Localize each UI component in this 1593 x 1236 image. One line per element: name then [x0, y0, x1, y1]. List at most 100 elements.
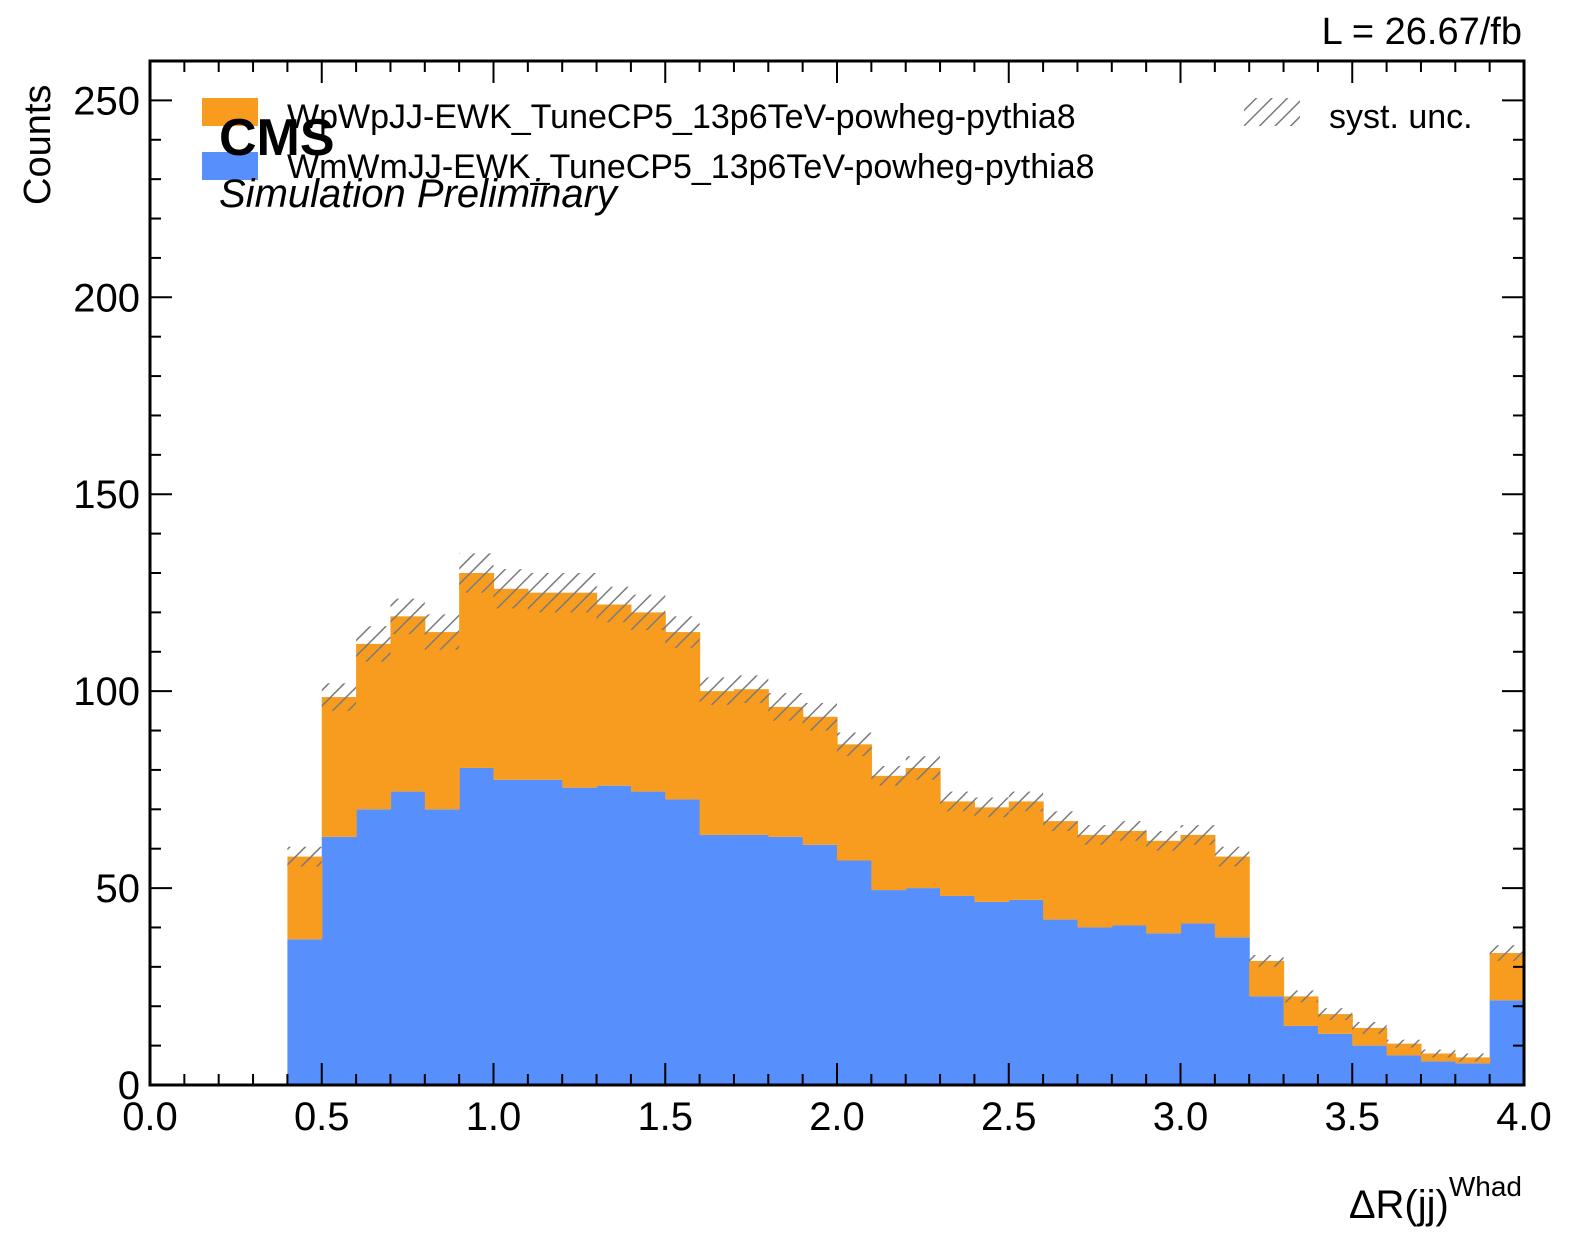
bar-series0-bin13	[596, 785, 632, 1085]
unc-band-bin34	[1317, 1008, 1353, 1021]
unc-band-bin31	[1214, 846, 1250, 867]
bar-series1-bin30	[1180, 834, 1216, 924]
plot-frame	[148, 59, 1526, 1087]
bar-series0-bin11	[527, 779, 563, 1085]
y-tick-label: 50	[96, 867, 141, 911]
bar-series1-bin18	[768, 706, 804, 837]
bar-series1-bin22	[905, 767, 941, 889]
bar-series1-bin28	[1111, 830, 1147, 926]
bar-series0-bin35	[1352, 1045, 1388, 1085]
unc-band-bin32	[1249, 955, 1284, 967]
bar-series1-bin32	[1249, 960, 1285, 997]
bar-series1-bin13	[596, 604, 632, 786]
legend-swatch-syst-unc	[1244, 98, 1300, 126]
bar-series0-bin36	[1386, 1055, 1422, 1085]
bar-series0-bin19	[802, 844, 838, 1085]
y-tick-label: 150	[73, 473, 140, 517]
bar-series1-bin24	[974, 807, 1010, 902]
bar-series0-bin21	[871, 890, 907, 1085]
unc-band-bin24	[974, 797, 1009, 818]
unc-band-bin33	[1283, 990, 1318, 1003]
bar-series0-bin39	[1489, 1000, 1525, 1085]
bar-series1-bin29	[1146, 840, 1182, 934]
bar-series0-bin28	[1111, 925, 1147, 1085]
bar-series0-bin26	[1043, 919, 1079, 1085]
y-tick-label: 200	[73, 276, 140, 320]
bar-series1-bin12	[562, 592, 598, 788]
unc-band-bin13	[596, 586, 631, 623]
unc-band-bin16	[699, 677, 734, 705]
unc-band-bin26	[1043, 811, 1078, 831]
x-tick-label: 0.0	[122, 1095, 178, 1139]
unc-band-bin15	[665, 616, 700, 648]
bar-series0-bin15	[665, 799, 701, 1085]
bar-series0-bin5	[321, 836, 357, 1085]
unc-band-bin30	[1180, 825, 1215, 845]
y-tick-label: 250	[73, 79, 140, 123]
bar-series0-bin20	[837, 860, 872, 1085]
unc-band-bin23	[940, 791, 975, 812]
unc-band-bin25	[1008, 791, 1044, 812]
bar-series1-bin27	[1077, 834, 1113, 928]
bar-series1-bin6	[356, 643, 392, 810]
legend-label-syst-unc: syst. unc.	[1329, 98, 1473, 136]
bar-series1-bin26	[1043, 821, 1079, 920]
bar-series0-bin12	[562, 787, 598, 1085]
bar-series0-bin18	[768, 836, 804, 1085]
unc-band-bin21	[871, 765, 906, 786]
bar-series1-bin36	[1386, 1043, 1422, 1056]
bar-series0-bin4	[287, 939, 323, 1085]
bar-series0-bin31	[1214, 937, 1250, 1085]
bar-series0-bin16	[699, 834, 735, 1085]
bar-series1-bin17	[733, 689, 769, 835]
x-axis-label-sup: Whad	[1449, 1171, 1522, 1202]
bar-series0-bin17	[733, 834, 769, 1085]
unc-band-bin14	[630, 594, 666, 631]
legend-label-1: WmWmJJ-EWK_TuneCP5_13p6TeV-powheg-pythia…	[287, 148, 1095, 186]
unc-band-bin36	[1386, 1039, 1421, 1048]
cms-sublabel: Simulation Preliminary	[219, 172, 620, 216]
bar-series1-bin31	[1214, 856, 1250, 938]
cms-label: CMS	[219, 109, 335, 167]
unc-band-bin6	[356, 626, 391, 662]
unc-band-bin18	[768, 693, 803, 721]
legend-swatch-0	[202, 98, 258, 126]
bar-series0-bin9	[459, 767, 495, 1085]
bar-series0-bin25	[1008, 899, 1044, 1085]
bar-series0-bin24	[974, 901, 1010, 1085]
bar-series0-bin8	[424, 809, 460, 1085]
unc-band-bin19	[802, 702, 837, 731]
bar-series1-bin9	[459, 573, 495, 768]
unc-band-bin27	[1077, 825, 1112, 845]
unc-band-bin20	[837, 732, 872, 757]
bar-series0-bin33	[1283, 1025, 1319, 1085]
y-axis-label: Counts	[17, 85, 59, 205]
x-tick-label: 2.0	[809, 1095, 865, 1139]
bar-series0-bin34	[1317, 1033, 1353, 1085]
x-axis-label-main: ΔR(jj)	[1349, 1183, 1449, 1227]
legend-label-0: WpWpJJ-EWK_TuneCP5_13p6TeV-powheg-pythia…	[287, 98, 1076, 136]
bar-series1-bin25	[1008, 801, 1044, 900]
bar-series0-bin6	[356, 809, 392, 1085]
bar-series1-bin15	[665, 632, 701, 800]
unc-band-bin17	[733, 675, 769, 703]
x-tick-label: 1.5	[637, 1095, 693, 1139]
bar-series1-bin19	[802, 716, 838, 845]
bar-series0-bin32	[1249, 996, 1285, 1085]
unc-band-bin29	[1146, 830, 1181, 851]
unc-band-bin8	[424, 614, 460, 650]
unc-band-bin11	[527, 573, 563, 613]
unc-band-bin12	[562, 573, 597, 613]
bar-series0-bin27	[1077, 927, 1113, 1085]
unc-band-bin37	[1420, 1049, 1456, 1058]
bar-series0-bin30	[1180, 923, 1216, 1085]
y-tick-label: 0	[118, 1064, 140, 1108]
x-tick-label: 3.0	[1153, 1095, 1209, 1139]
x-tick-label: 3.5	[1324, 1095, 1380, 1139]
bar-series0-bin22	[905, 888, 941, 1085]
x-tick-label: 2.5	[981, 1095, 1037, 1139]
x-tick-label: 4.0	[1496, 1095, 1552, 1139]
y-tick-label: 100	[73, 670, 140, 714]
bar-series0-bin38	[1455, 1063, 1491, 1085]
